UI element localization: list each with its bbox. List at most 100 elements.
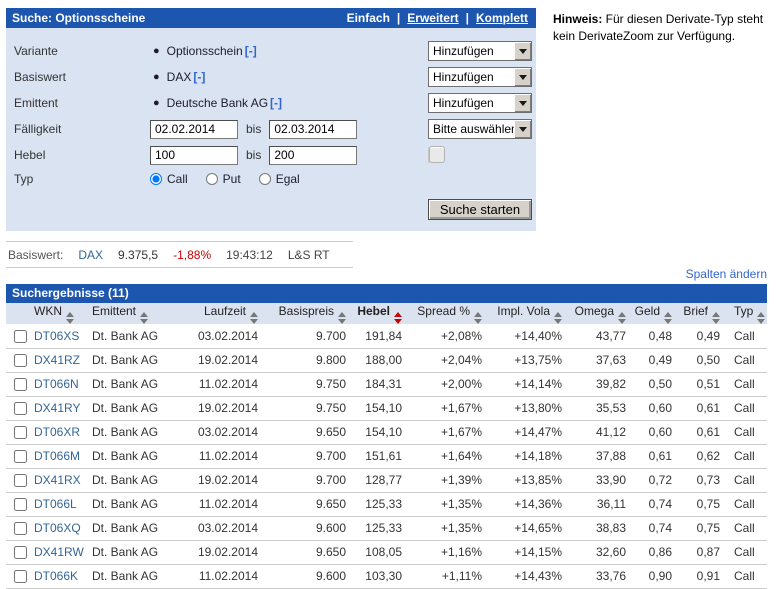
radio-put[interactable] bbox=[205, 173, 218, 185]
column-label: WKN bbox=[34, 303, 62, 318]
emittent-remove-link[interactable]: [-] bbox=[270, 96, 283, 110]
hebel-cell: 154,10 bbox=[365, 425, 402, 439]
row-select-cell bbox=[6, 348, 34, 372]
hebel-slider[interactable] bbox=[428, 146, 445, 163]
wkn-link[interactable]: DT06XS bbox=[34, 328, 80, 343]
row-checkbox[interactable] bbox=[13, 474, 27, 488]
sort-icon[interactable] bbox=[394, 311, 402, 324]
omega-cell: 33,76 bbox=[595, 569, 626, 583]
bullet-icon: ● bbox=[153, 45, 160, 57]
select-value: Hinzufügen bbox=[433, 44, 494, 58]
spalten-aendern-link[interactable]: Spalten ändern bbox=[685, 267, 767, 281]
sort-icon[interactable] bbox=[664, 311, 672, 324]
column-header-basispreis[interactable]: Basispreis bbox=[262, 303, 350, 324]
wkn-link[interactable]: DT06XQ bbox=[34, 521, 81, 535]
spread-cell: +1,11% bbox=[441, 569, 482, 583]
slider-handle[interactable] bbox=[429, 146, 445, 163]
wkn-cell: DX41RX bbox=[34, 468, 92, 492]
geld-cell: 0,61 bbox=[648, 449, 672, 463]
row-checkbox[interactable] bbox=[13, 546, 27, 560]
geld-cell: 0,60 bbox=[648, 425, 672, 439]
row-checkbox[interactable] bbox=[13, 522, 27, 536]
column-label: Typ bbox=[734, 303, 754, 318]
hebel-from-input[interactable] bbox=[150, 145, 238, 165]
variante-add-select[interactable]: Hinzufügen bbox=[428, 41, 532, 61]
radio-egal[interactable] bbox=[258, 173, 271, 185]
bis-label: bis bbox=[246, 148, 262, 162]
row-select-cell bbox=[6, 540, 34, 564]
wkn-cell: DX41RY bbox=[34, 396, 92, 420]
column-header-impl-vola[interactable]: Impl. Vola bbox=[486, 303, 566, 324]
typ-option-put[interactable]: Put bbox=[205, 172, 241, 186]
variante-remove-link[interactable]: [-] bbox=[244, 44, 257, 58]
mode-link-einfach[interactable]: Einfach bbox=[346, 11, 390, 25]
typ-label: Typ bbox=[14, 172, 34, 186]
laufzeit-cell: 19.02.2014 bbox=[197, 473, 258, 487]
laufzeit-cell: 11.02.2014 bbox=[198, 569, 258, 583]
wkn-link[interactable]: DX41RZ bbox=[34, 353, 81, 367]
column-header-spread-pct[interactable]: Spread % bbox=[406, 303, 486, 324]
search-start-button[interactable]: Suche starten bbox=[428, 199, 532, 220]
wkn-link[interactable]: DT06XR bbox=[34, 425, 81, 439]
basispreis-cell: 9.800 bbox=[315, 353, 346, 367]
wkn-link[interactable]: DX41RY bbox=[34, 401, 81, 415]
ticker-dax-link[interactable]: DAX bbox=[78, 247, 104, 262]
hebel-to-input[interactable] bbox=[269, 145, 358, 165]
row-checkbox[interactable] bbox=[13, 498, 27, 512]
wkn-link[interactable]: DT066N bbox=[34, 377, 79, 391]
row-checkbox[interactable] bbox=[13, 329, 27, 343]
hebel-label: Hebel bbox=[14, 148, 46, 162]
column-header-omega[interactable]: Omega bbox=[566, 303, 630, 324]
sort-icon[interactable] bbox=[712, 311, 720, 324]
wkn-link[interactable]: DX41RX bbox=[34, 473, 81, 487]
column-header-brief[interactable]: Brief bbox=[676, 303, 724, 324]
hebel-cell: 188,00 bbox=[365, 353, 402, 367]
column-header-laufzeit[interactable]: Laufzeit bbox=[178, 303, 262, 324]
row-select-cell bbox=[6, 372, 34, 396]
typ-cell: Call bbox=[734, 353, 755, 367]
typ-option-call[interactable]: Call bbox=[150, 172, 188, 186]
column-header-hebel[interactable]: Hebel bbox=[350, 303, 406, 324]
column-header-emittent[interactable]: Emittent bbox=[92, 303, 178, 324]
wkn-link[interactable]: DT066M bbox=[34, 449, 81, 463]
typ-option-egal[interactable]: Egal bbox=[258, 172, 300, 186]
brief-cell: 0,73 bbox=[696, 473, 720, 487]
basiswert-add-select[interactable]: Hinzufügen bbox=[428, 67, 532, 87]
column-header-wkn[interactable]: WKN bbox=[34, 303, 92, 324]
sort-icon[interactable] bbox=[474, 311, 482, 324]
sort-icon[interactable] bbox=[338, 311, 346, 324]
hebel-cell: 108,05 bbox=[365, 545, 402, 559]
sort-icon[interactable] bbox=[757, 311, 766, 324]
results-tbody: DT06XS Dt. Bank AG 03.02.2014 9.700 191,84 +2… bbox=[6, 324, 767, 588]
basiswert-remove-link[interactable]: [-] bbox=[193, 70, 206, 84]
column-header-geld[interactable]: Geld bbox=[630, 303, 676, 324]
row-checkbox[interactable] bbox=[13, 570, 27, 584]
spread-cell: +1,67% bbox=[440, 401, 482, 415]
wkn-link[interactable]: DT066K bbox=[34, 569, 79, 583]
row-checkbox[interactable] bbox=[13, 402, 27, 416]
spread-cell: +1,67% bbox=[440, 425, 482, 439]
sort-icon[interactable] bbox=[66, 311, 74, 324]
table-row: DX41RW Dt. Bank AG 19.02.2014 9.650 108,05 +1… bbox=[6, 540, 767, 564]
checkbox-column-header bbox=[6, 303, 34, 324]
faelligkeit-preset-select[interactable]: Bitte auswählen bbox=[428, 119, 532, 139]
basispreis-cell: 9.650 bbox=[315, 497, 346, 511]
sort-icon[interactable] bbox=[618, 311, 626, 324]
row-checkbox[interactable] bbox=[13, 450, 27, 464]
column-label: Impl. Vola bbox=[497, 303, 550, 318]
column-header-typ[interactable]: Typ bbox=[724, 303, 767, 324]
radio-call[interactable] bbox=[150, 173, 162, 185]
faelligkeit-from-input[interactable] bbox=[150, 119, 238, 139]
faelligkeit-to-input[interactable] bbox=[269, 119, 358, 139]
sort-icon[interactable] bbox=[554, 311, 562, 324]
sort-icon[interactable] bbox=[140, 311, 149, 324]
row-checkbox[interactable] bbox=[13, 378, 27, 392]
row-checkbox[interactable] bbox=[13, 426, 27, 440]
row-checkbox[interactable] bbox=[13, 354, 27, 368]
wkn-link[interactable]: DX41RW bbox=[34, 545, 84, 559]
mode-link-komplett[interactable]: Komplett bbox=[476, 11, 528, 25]
mode-link-erweitert[interactable]: Erweitert bbox=[407, 11, 459, 25]
emittent-add-select[interactable]: Hinzufügen bbox=[428, 93, 532, 113]
sort-icon[interactable] bbox=[250, 311, 258, 324]
wkn-link[interactable]: DT066L bbox=[34, 497, 77, 511]
